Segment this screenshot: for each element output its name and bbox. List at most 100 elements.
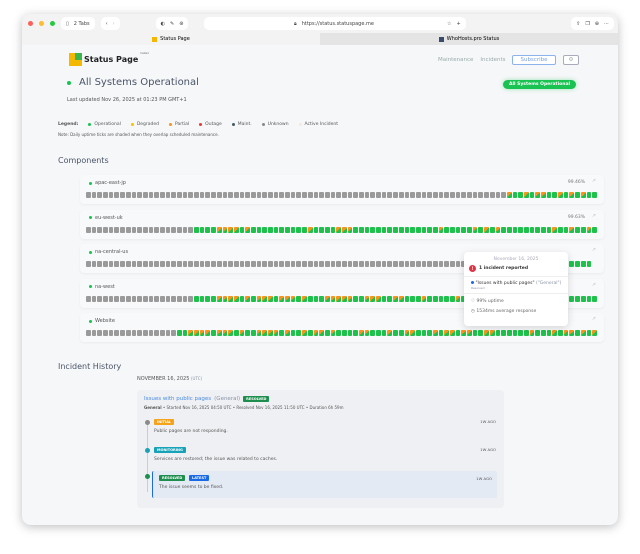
uptime-tick[interactable] (495, 192, 501, 198)
settings-button[interactable]: ⚙ (562, 55, 580, 65)
uptime-tick[interactable] (108, 295, 114, 302)
uptime-tick[interactable] (182, 226, 188, 233)
uptime-tick[interactable] (177, 226, 182, 233)
uptime-tick[interactable] (341, 330, 347, 336)
uptime-tick[interactable] (444, 330, 449, 336)
uptime-tick[interactable] (575, 330, 580, 336)
uptime-tick[interactable] (535, 330, 540, 336)
uptime-tick[interactable] (330, 192, 336, 198)
uptime-tick[interactable] (194, 261, 199, 267)
uptime-tick[interactable] (268, 261, 273, 267)
uptime-tick[interactable] (410, 295, 415, 302)
uptime-tick[interactable] (199, 192, 205, 198)
uptime-tick[interactable] (285, 330, 290, 336)
uptime-tick[interactable] (290, 226, 296, 233)
uptime-tick[interactable] (432, 261, 438, 267)
uptime-tick[interactable] (541, 192, 546, 198)
uptime-tick[interactable] (506, 226, 512, 233)
uptime-tick[interactable] (296, 295, 302, 302)
uptime-tick[interactable] (199, 295, 205, 302)
uptime-tick[interactable] (103, 192, 108, 198)
uptime-tick[interactable] (228, 261, 233, 267)
new-tab-icon[interactable]: + (456, 20, 461, 27)
uptime-tick[interactable] (159, 261, 165, 267)
uptime-tick[interactable] (410, 226, 415, 233)
nav-incidents[interactable]: Incidents (480, 57, 506, 63)
uptime-tick[interactable] (250, 295, 256, 302)
uptime-tick[interactable] (506, 330, 512, 336)
uptime-tick[interactable] (319, 226, 324, 233)
uptime-tick[interactable] (233, 295, 239, 302)
uptime-tick[interactable] (239, 295, 245, 302)
uptime-tick[interactable] (370, 295, 376, 302)
uptime-tick[interactable] (347, 192, 353, 198)
uptime-tick[interactable] (552, 330, 558, 336)
uptime-tick[interactable] (165, 295, 171, 302)
incident-title-link[interactable]: Issues with public pages (144, 396, 212, 402)
uptime-tick[interactable] (125, 226, 131, 233)
uptime-tick[interactable] (353, 330, 358, 336)
uptime-tick[interactable] (137, 261, 142, 267)
uptime-tick[interactable] (177, 330, 182, 336)
uptime-tick[interactable] (364, 330, 370, 336)
uptime-tick[interactable] (228, 295, 233, 302)
uptime-tick[interactable] (450, 295, 455, 302)
uptime-tick[interactable] (410, 330, 415, 336)
uptime-tick[interactable] (273, 330, 279, 336)
uptime-tick[interactable] (250, 330, 256, 336)
subscribe-button[interactable]: Subscribe (512, 55, 556, 65)
uptime-tick[interactable] (563, 226, 569, 233)
uptime-tick[interactable] (177, 192, 182, 198)
uptime-tick[interactable] (250, 226, 256, 233)
uptime-tick[interactable] (461, 192, 467, 198)
uptime-tick[interactable] (148, 330, 154, 336)
uptime-tick[interactable] (478, 192, 484, 198)
expand-icon[interactable]: ↗ (591, 247, 596, 253)
uptime-tick[interactable] (319, 330, 324, 336)
uptime-tick[interactable] (159, 330, 165, 336)
uptime-tick[interactable] (455, 330, 461, 336)
uptime-tick[interactable] (182, 192, 188, 198)
uptime-tick[interactable] (330, 261, 336, 267)
uptime-tick[interactable] (324, 295, 330, 302)
shield-icon[interactable]: ◐ (160, 20, 165, 27)
uptime-tick[interactable] (142, 226, 148, 233)
uptime-tick[interactable] (165, 192, 171, 198)
uptime-tick[interactable] (228, 192, 233, 198)
uptime-tick[interactable] (393, 295, 398, 302)
uptime-tick[interactable] (432, 330, 438, 336)
sidebar-toggle[interactable]: ▯ 2 Tabs (61, 17, 95, 30)
uptime-tick[interactable] (467, 330, 472, 336)
uptime-tick[interactable] (461, 226, 467, 233)
uptime-tick[interactable] (245, 226, 250, 233)
more-icon[interactable]: ⋯ (604, 20, 609, 27)
uptime-tick[interactable] (376, 295, 381, 302)
uptime-tick[interactable] (165, 330, 171, 336)
uptime-tick[interactable] (154, 330, 159, 336)
uptime-tick[interactable] (489, 192, 495, 198)
uptime-tick[interactable] (558, 330, 563, 336)
uptime-tick[interactable] (279, 330, 285, 336)
uptime-tick[interactable] (86, 295, 91, 302)
uptime-tick[interactable] (159, 192, 165, 198)
uptime-tick[interactable] (182, 295, 188, 302)
uptime-tick[interactable] (592, 330, 597, 336)
uptime-tick[interactable] (370, 192, 376, 198)
uptime-tick[interactable] (341, 261, 347, 267)
uptime-tick[interactable] (188, 192, 194, 198)
uptime-tick[interactable] (262, 330, 267, 336)
uptime-tick[interactable] (330, 226, 336, 233)
uptime-tick[interactable] (330, 330, 336, 336)
expand-icon[interactable]: ↗ (591, 316, 596, 322)
uptime-tick[interactable] (86, 330, 91, 336)
uptime-tick[interactable] (290, 261, 296, 267)
maximize-button[interactable] (50, 21, 55, 26)
uptime-tick[interactable] (387, 226, 393, 233)
uptime-tick[interactable] (171, 295, 176, 302)
uptime-tick[interactable] (256, 261, 262, 267)
uptime-tick[interactable] (262, 261, 267, 267)
uptime-tick[interactable] (256, 295, 262, 302)
uptime-tick[interactable] (279, 226, 285, 233)
uptime-tick[interactable] (97, 295, 103, 302)
uptime-tick[interactable] (364, 226, 370, 233)
